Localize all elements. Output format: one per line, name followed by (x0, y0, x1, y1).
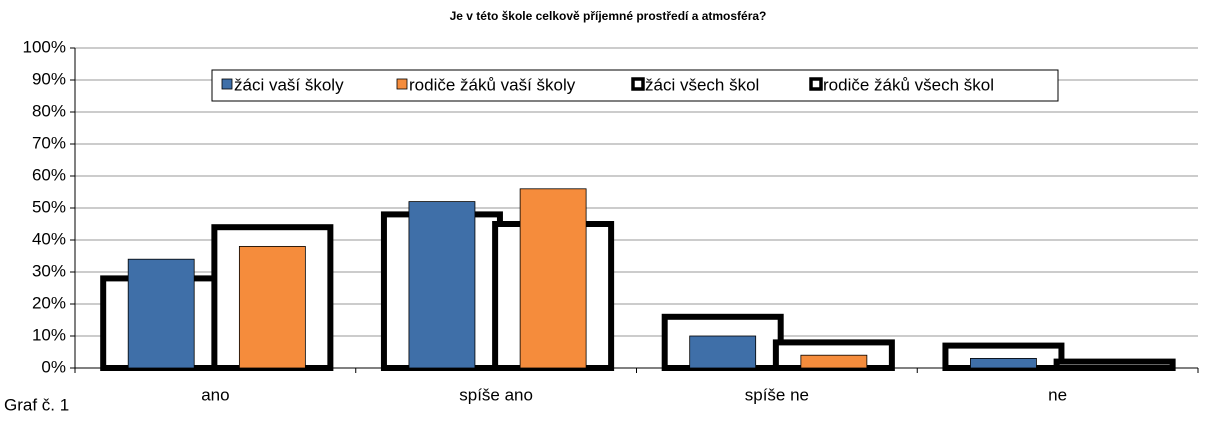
bar-outline (1053, 358, 1176, 372)
y-tick-label: 10% (32, 325, 66, 344)
y-tick-label: 40% (32, 229, 66, 248)
y-tick-label: 60% (32, 165, 66, 184)
bar (970, 357, 1037, 369)
y-tick-label: 100% (23, 37, 66, 56)
bar (800, 354, 868, 369)
bar (519, 188, 587, 369)
caption: Graf č. 1 (4, 395, 69, 414)
legend-swatch (809, 77, 823, 91)
legend-label: žáci všech škol (645, 75, 759, 94)
legend-swatch (631, 77, 645, 91)
y-tick-label: 30% (32, 261, 66, 280)
bar (127, 258, 195, 369)
x-tick-label: spíše ano (459, 385, 533, 404)
y-tick-label: 20% (32, 293, 66, 312)
legend-swatch (221, 78, 233, 90)
bar (408, 201, 476, 369)
x-tick-label: ne (1048, 385, 1067, 404)
legend-label: rodiče žáků všech škol (823, 75, 994, 94)
y-tick-label: 70% (32, 133, 66, 152)
x-tick-label: spíše ne (745, 385, 809, 404)
x-tick-label: ano (201, 385, 229, 404)
y-tick-label: 80% (32, 101, 66, 120)
y-tick-label: 0% (41, 357, 66, 376)
y-tick-label: 90% (32, 69, 66, 88)
bar (238, 245, 306, 369)
legend-label: rodiče žáků vaší školy (409, 75, 576, 94)
chart-title: Je v této škole celkově příjemné prostře… (450, 9, 767, 23)
bar (689, 335, 757, 369)
legend-label: žáci vaší školy (234, 75, 344, 94)
y-tick-label: 50% (32, 197, 66, 216)
legend-swatch (396, 78, 408, 90)
